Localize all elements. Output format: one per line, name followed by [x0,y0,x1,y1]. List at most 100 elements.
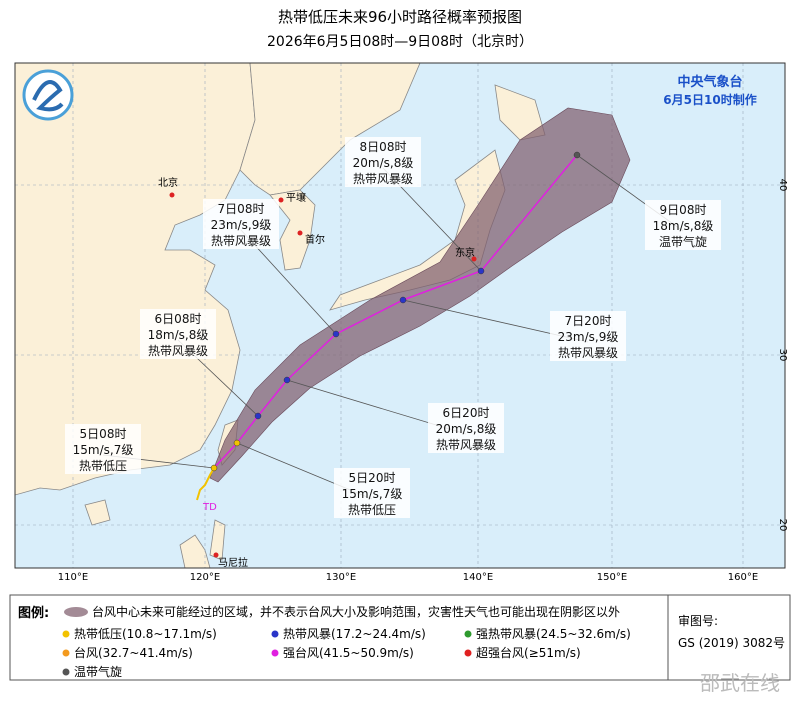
point-wind: 20m/s,8级 [436,422,497,436]
logo [22,69,74,121]
latitude-label: 30 [777,349,788,362]
title: 热带低压未来96小时路径概率预报图 [278,8,522,26]
point-wind: 20m/s,8级 [353,156,414,170]
point-level: 热带风暴级 [353,172,413,186]
city-dot [213,552,219,558]
track-point [210,464,218,472]
logo-ring [22,69,74,121]
latitude-label: 40 [777,179,788,192]
forecast-track [213,154,578,469]
track-point [573,151,581,159]
longitude-label: 140°E [463,572,493,583]
point-time: 7日08时 [218,202,265,216]
cities: 北京 平壤 首尔 东京 马尼拉 TD [158,176,477,569]
longitude-label: 110°E [58,572,88,583]
track-point [233,439,241,447]
point-time: 8日08时 [360,140,407,154]
annotation-box [203,199,279,249]
land-korea [269,189,316,271]
track-point [332,330,340,338]
legend-title: 图例: [18,605,49,621]
land-hainan [84,499,111,526]
point-level: 热带低压 [79,459,127,473]
latitude-labels: 40 30 20 [777,179,788,532]
legend-label: 强台风(41.5~50.9m/s) [283,645,414,660]
track-point [399,296,407,304]
point-wind: 18m/s,8级 [653,219,714,233]
legend-dot [464,630,472,638]
land-china [15,63,256,496]
legend-dot [271,649,279,657]
annotation-box [334,468,410,518]
point-level: 热带风暴级 [558,346,618,360]
point-wind: 15m/s,7级 [342,487,403,501]
point-time: 6日08时 [155,312,202,326]
map-frame [14,62,786,569]
annotations: 5日08时15m/s,7级热带低压5日20时15m/s,7级热带低压6日08时1… [65,137,721,518]
point-time: 7日20时 [565,314,612,328]
city-dot [297,230,303,236]
city-label: 首尔 [305,233,325,246]
annotation-box [65,424,141,474]
legend-label: 热带风暴(17.2~24.4m/s) [283,627,426,641]
legend-label: 热带低压(10.8~17.1m/s) [74,627,217,641]
legend-dot [271,630,279,638]
point-wind: 15m/s,7级 [73,443,134,457]
longitude-label: 130°E [326,572,356,583]
map: 5日08时15m/s,7级热带低压5日20时15m/s,7级热带低压6日08时1… [15,63,785,569]
point-level: 热带风暴级 [436,438,496,452]
point-level: 热带风暴级 [148,344,208,358]
subtitle: 2026年6月5日08时—9日08时（北京时） [267,34,533,50]
annotation-box [140,309,216,359]
point-wind: 23m/s,9级 [211,218,272,232]
legend-label: 超强台风(≥51m/s) [476,645,581,660]
longitude-label: 150°E [597,572,627,583]
probability-cone [209,107,631,483]
longitude-labels: 110°E 120°E 130°E 140°E 150°E 160°E [58,572,758,583]
legend-cone-text: 台风中心未来可能经过的区域，并不表示台风大小及影响范围，灾害性天气也可能出现在阴… [92,604,620,619]
point-wind: 18m/s,8级 [148,328,209,342]
legend-label: 台风(32.7~41.4m/s) [74,645,193,660]
legend-label: 温带气旋 [74,664,122,679]
city-dot [471,256,477,262]
legend-label: 强热带风暴(24.5~32.6m/s) [476,627,631,641]
latitude-label: 20 [777,519,788,532]
city-dot [278,197,284,203]
point-time: 5日20时 [349,471,396,485]
annotation-box [345,137,421,187]
made-time: 6月5日10时制作 [663,92,756,107]
legend-dot [62,630,70,638]
approval-label: 审图号: [678,613,718,628]
annotation-box [428,403,504,453]
legend-items: 热带低压(10.8~17.1m/s) 热带风暴(17.2~24.4m/s) 强热带风… [62,627,631,679]
track-point [283,376,291,384]
point-level: 热带风暴级 [211,234,271,248]
point-time: 9日08时 [660,203,707,217]
city-label: 北京 [158,176,178,189]
legend-dot [464,649,472,657]
point-wind: 23m/s,9级 [558,330,619,344]
track-point [477,267,485,275]
point-level: 温带气旋 [659,234,707,249]
storm-tag: TD [202,502,217,513]
past-track [196,467,215,501]
legend-dot [62,649,70,657]
longitude-label: 160°E [728,572,758,583]
annotation-box [550,311,626,361]
watermark: 邵武在线 [700,671,780,695]
approval-number: GS (2019) 3082号 [678,636,785,650]
city-dot [169,192,175,198]
point-level: 热带低压 [348,503,396,517]
point-time: 6日20时 [443,406,490,420]
legend-cone-swatch [64,607,88,617]
annotation-box [645,200,721,250]
agency-name: 中央气象台 [677,74,742,90]
city-label: 马尼拉 [218,556,248,569]
longitude-label: 120°E [190,572,220,583]
track-point [254,412,262,420]
city-label: 平壤 [286,191,306,204]
legend-frame [9,594,791,681]
point-time: 5日08时 [80,427,127,441]
legend-dot [62,668,70,676]
